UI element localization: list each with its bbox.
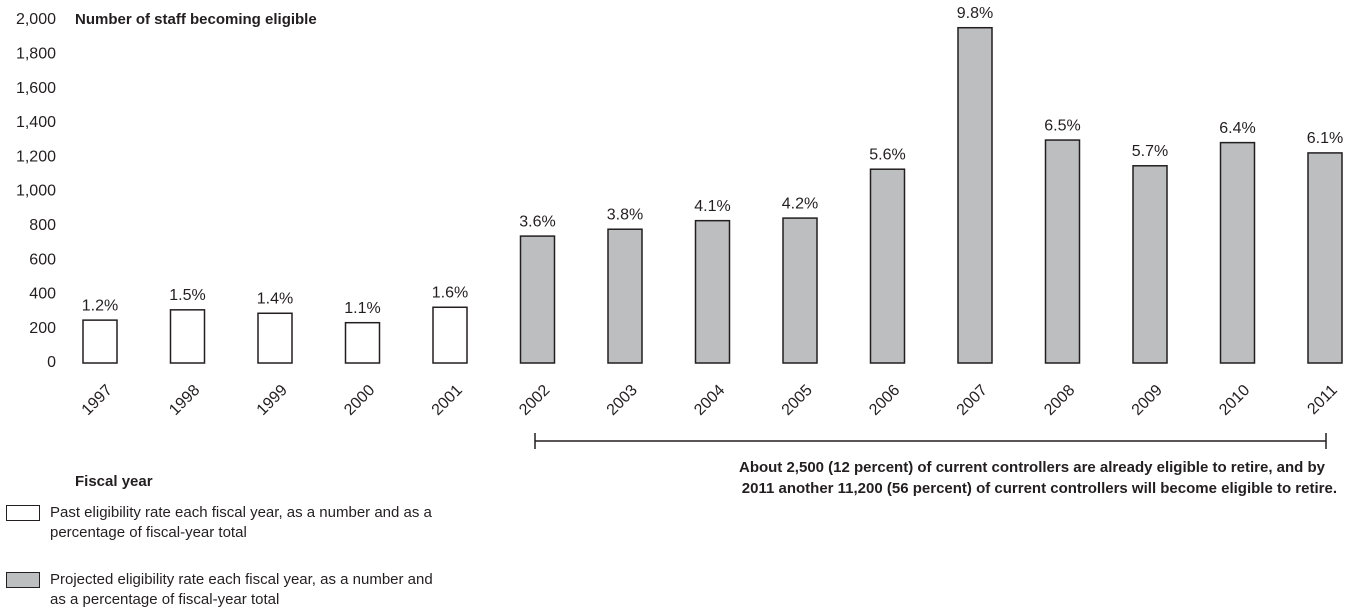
bar: [257, 312, 293, 364]
bar: [607, 228, 643, 364]
y-tick-label: 400: [29, 286, 56, 303]
x-tick-label: 2010: [1216, 382, 1253, 419]
share-label: 1.6%: [432, 284, 468, 301]
x-tick-label: 2009: [1129, 382, 1166, 419]
legend-label: Projected eligibility rate each fiscal y…: [50, 571, 433, 608]
y-tick-label: 2,000: [16, 11, 56, 28]
bar: [82, 319, 118, 364]
bar: [869, 168, 906, 364]
x-tick-label: 2004: [691, 382, 728, 419]
bar: [957, 26, 993, 364]
bar: [1044, 139, 1081, 364]
y-tick-label: 200: [29, 320, 56, 337]
bar: [519, 235, 556, 364]
legend-item: Projected eligibility rate each fiscal y…: [0, 570, 440, 610]
legend-swatch: [6, 505, 40, 521]
share-label: 5.7%: [1132, 143, 1168, 160]
bar: [344, 321, 381, 364]
bar: [694, 219, 731, 364]
share-label: 1.4%: [257, 290, 293, 307]
share-label: 9.8%: [957, 5, 993, 22]
bar: [1219, 141, 1256, 364]
y-tick-label: 0: [47, 354, 56, 371]
x-tick-label: 2007: [954, 382, 991, 419]
bar: [1307, 152, 1343, 364]
share-label: 3.6%: [519, 213, 555, 230]
y-tick-label: 1,400: [16, 114, 56, 131]
bar: [432, 306, 468, 364]
x-tick-label: 2006: [866, 382, 903, 419]
y-tick-label: 800: [29, 217, 56, 234]
share-label: 1.2%: [82, 297, 118, 314]
x-tick-label: 2001: [429, 382, 466, 419]
x-axis-label: Fiscal year: [75, 473, 153, 490]
annotation: 2011 another 11,200 (56 percent) of curr…: [742, 480, 1337, 497]
x-tick-label: 1998: [166, 382, 203, 419]
x-tick-label: 1999: [254, 382, 291, 419]
legend-label: Past eligibility rate each fiscal year, …: [50, 504, 432, 541]
x-tick-label: 1997: [79, 382, 116, 419]
share-label: 4.1%: [694, 198, 730, 215]
share-label: 1.5%: [169, 287, 205, 304]
share-label: 6.1%: [1307, 130, 1343, 147]
y-axis-label: Number of staff becoming eligible: [75, 11, 317, 28]
legend-item: Past eligibility rate each fiscal year, …: [0, 503, 440, 543]
share-label: 6.4%: [1219, 120, 1255, 137]
share-label: 5.6%: [869, 146, 905, 163]
bar: [169, 309, 206, 364]
annotation: About 2,500 (12 percent) of current cont…: [739, 459, 1326, 476]
x-tick-label: 2008: [1041, 382, 1078, 419]
bar: [1132, 165, 1168, 364]
x-tick-label: 2002: [516, 382, 553, 419]
y-tick-label: 1,000: [16, 183, 56, 200]
x-tick-label: 2005: [779, 382, 816, 419]
share-label: 3.8%: [607, 206, 643, 223]
y-tick-label: 600: [29, 251, 56, 268]
share-label: 1.1%: [344, 300, 380, 317]
x-tick-label: 2000: [341, 382, 378, 419]
share-label: 6.5%: [1044, 117, 1080, 134]
bar: [782, 217, 818, 364]
legend-swatch: [6, 572, 40, 588]
share-label: 4.2%: [782, 195, 818, 212]
y-tick-label: 1,200: [16, 148, 56, 165]
x-tick-label: 2011: [1304, 382, 1340, 418]
x-tick-label: 2003: [604, 382, 641, 419]
y-tick-label: 1,800: [16, 46, 56, 63]
y-tick-label: 1,600: [16, 80, 56, 97]
